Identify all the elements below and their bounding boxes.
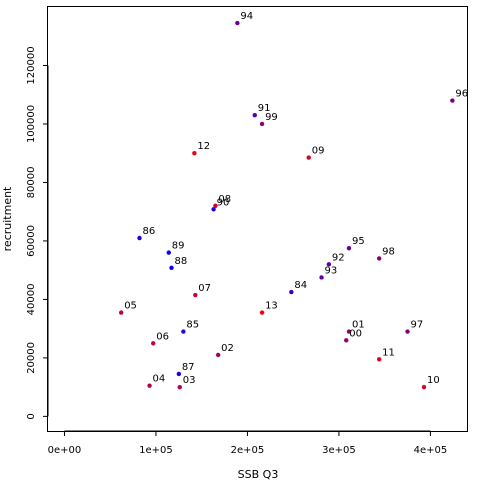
data-point — [177, 384, 182, 390]
y-tick-label: 40000 — [26, 284, 37, 316]
y-tick-label: 80000 — [26, 167, 37, 199]
data-point — [211, 207, 216, 212]
data-point — [213, 203, 218, 209]
data-point — [344, 338, 349, 343]
data-point — [169, 265, 174, 271]
point-label: 03 — [183, 375, 196, 386]
x-axis-label: SSB Q3 — [238, 468, 279, 480]
point-label: 87 — [182, 362, 195, 373]
point-label: 04 — [153, 374, 166, 385]
data-point — [376, 256, 382, 261]
data-point — [151, 341, 156, 346]
point-label: 84 — [294, 280, 307, 291]
data-point — [405, 329, 410, 334]
data-point — [346, 329, 352, 334]
point-label: 86 — [142, 226, 155, 237]
point-label: 97 — [411, 320, 424, 331]
point-label: 11 — [382, 347, 395, 358]
y-axis-label: recruitment — [1, 186, 14, 251]
point-label: 89 — [172, 241, 185, 252]
point-label: 12 — [197, 141, 210, 152]
point-label: 90 — [217, 197, 230, 208]
data-point — [252, 112, 257, 118]
data-point — [193, 292, 198, 298]
x-axis: 0e+00 1e+05 2e+05 3e+05 4e+05 — [48, 430, 448, 456]
data-point — [450, 98, 455, 103]
data-point — [289, 289, 294, 295]
data-point — [326, 262, 332, 267]
point-label: 10 — [427, 375, 440, 386]
data-point — [235, 20, 240, 26]
data-point — [147, 383, 152, 388]
point-label: 93 — [325, 265, 338, 276]
x-tick-label: 2e+05 — [231, 445, 265, 456]
x-tick-label: 0e+00 — [48, 445, 82, 456]
y-tick-label: 100000 — [26, 105, 37, 143]
data-point — [176, 371, 182, 377]
x-tick-label: 1e+05 — [139, 445, 173, 456]
point-label: 98 — [382, 246, 395, 257]
point-label: 99 — [265, 112, 278, 123]
data-point — [118, 310, 124, 315]
point-label: 88 — [175, 256, 188, 267]
y-tick-label: 0 — [26, 413, 37, 419]
point-label: 96 — [455, 89, 468, 100]
point-label: 92 — [332, 252, 345, 263]
y-tick-label: 60000 — [26, 225, 37, 257]
x-tick-label: 4e+05 — [414, 445, 448, 456]
data-point — [421, 384, 427, 390]
data-point — [376, 357, 382, 362]
data-point — [259, 121, 265, 127]
data-point — [346, 246, 352, 251]
point-label: 85 — [186, 320, 199, 331]
y-tick-label: 120000 — [26, 46, 37, 84]
data-point — [181, 329, 186, 334]
point-label: 08 — [218, 194, 231, 205]
point-label: 13 — [265, 301, 278, 312]
point-label: 91 — [258, 103, 271, 114]
point-label: 06 — [156, 331, 169, 342]
point-label: 94 — [240, 11, 253, 22]
data-point — [319, 275, 324, 280]
plot-box — [47, 6, 468, 432]
point-label: 00 — [349, 328, 362, 339]
point-label: 01 — [352, 320, 365, 331]
data-points — [118, 20, 455, 390]
data-point — [306, 155, 311, 160]
point-label: 05 — [124, 301, 137, 312]
x-tick-label: 3e+05 — [322, 445, 356, 456]
data-point — [259, 310, 265, 315]
data-point — [192, 151, 197, 156]
point-label: 07 — [198, 283, 211, 294]
point-label: 95 — [352, 236, 365, 247]
point-label: 09 — [312, 146, 325, 157]
data-point — [215, 352, 221, 358]
data-point — [137, 235, 142, 241]
data-point — [166, 250, 171, 255]
y-axis: 0 20000 40000 60000 80000 100000 120000 — [26, 46, 49, 420]
y-tick-label: 20000 — [26, 342, 37, 374]
point-label: 02 — [221, 343, 234, 354]
